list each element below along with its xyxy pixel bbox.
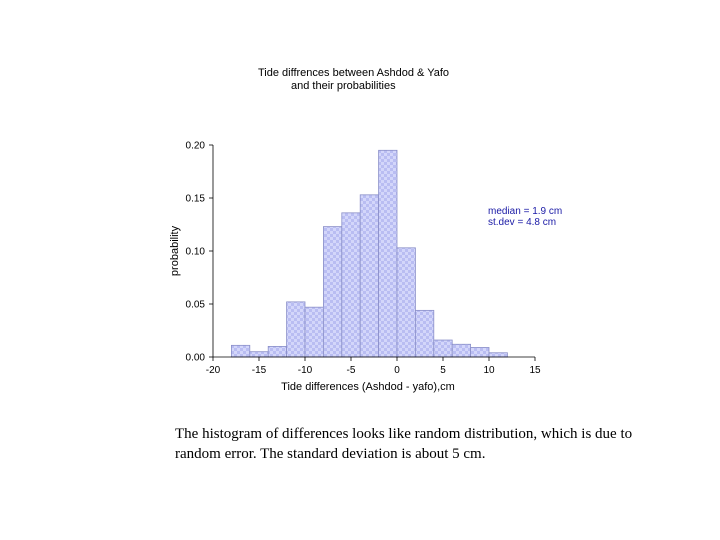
chart-title-line-1: Tide diffrences between Ashdod & Yafo <box>258 67 449 79</box>
x-tick-label-3: -5 <box>347 365 356 376</box>
caption-text: The histogram of differences looks like … <box>175 426 633 462</box>
histogram-bar-9 <box>396 247 416 358</box>
histogram-bar-13 <box>470 347 490 358</box>
y-axis-label: probability <box>169 225 181 276</box>
annotation-stdev: st.dev = 4.8 cm <box>488 217 556 228</box>
histogram-bar-14 <box>488 352 508 358</box>
y-tick-label-1: 0.05 <box>186 300 206 311</box>
histogram-bar-11 <box>433 339 453 358</box>
axes-layer: -20 -15 -10 -5 0 5 10 15 0.00 0.05 0.10 0.15 0.20 <box>186 141 541 377</box>
histogram-bar-10 <box>414 309 435 358</box>
chart-title-line-2: and their probabilities <box>291 80 396 92</box>
histogram-bar-7 <box>359 194 380 358</box>
x-axis-label: Tide differences (Ashdod - yafo),cm <box>281 381 455 393</box>
histogram-bar-0 <box>230 344 251 358</box>
y-tick-label-0: 0.00 <box>186 353 206 364</box>
bars-layer <box>230 149 508 358</box>
x-tick-label-7: 15 <box>529 365 541 376</box>
x-tick-label-6: 10 <box>483 365 495 376</box>
y-tick-label-4: 0.20 <box>186 141 206 152</box>
x-tick-label-1: -15 <box>252 365 267 376</box>
histogram-bar-4 <box>304 306 324 358</box>
x-tick-label-2: -10 <box>298 365 313 376</box>
histogram-bar-5 <box>322 226 343 358</box>
histogram-bar-3 <box>286 301 306 358</box>
y-tick-label-2: 0.10 <box>186 247 206 258</box>
annotation-median: median = 1.9 cm <box>488 206 562 217</box>
x-tick-label-0: -20 <box>206 365 221 376</box>
histogram-bar-8 <box>378 149 398 358</box>
histogram-bar-6 <box>341 212 361 358</box>
x-tick-label-4: 0 <box>394 365 400 376</box>
histogram-bar-12 <box>451 343 472 358</box>
x-tick-label-5: 5 <box>440 365 446 376</box>
histogram-bar-2 <box>267 345 288 358</box>
y-tick-label-3: 0.15 <box>186 194 206 205</box>
histogram-bar-1 <box>249 351 269 358</box>
